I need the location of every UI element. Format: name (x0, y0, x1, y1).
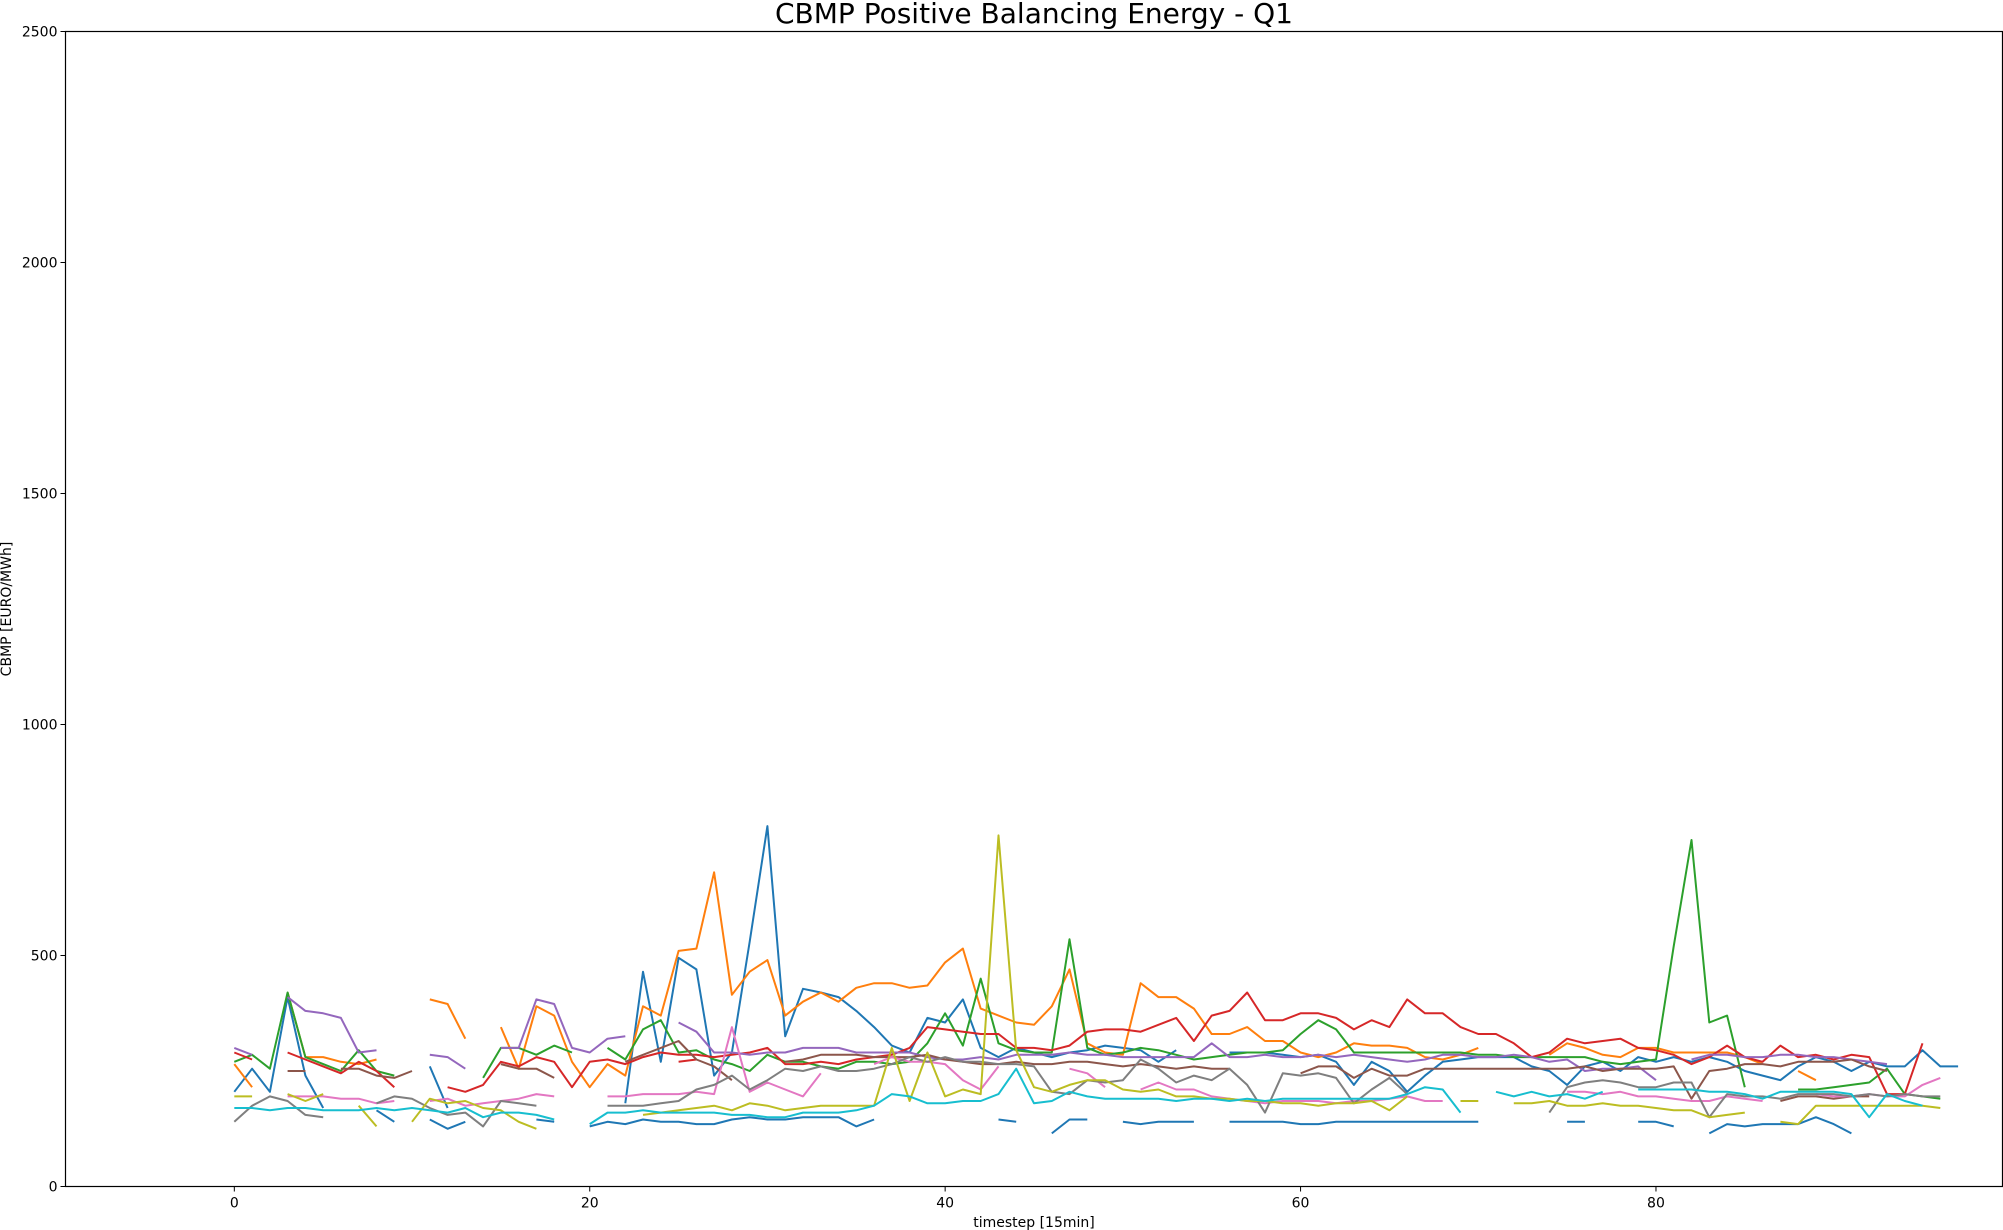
y-tick-label: 500 (31, 949, 58, 965)
chart-title: CBMP Positive Balancing Energy - Q1 (775, 0, 1293, 30)
x-tick-label: 40 (936, 1196, 954, 1212)
series-line-11 (287, 1026, 1941, 1107)
plot-frame (64, 30, 2003, 1188)
series-line-0 (233, 825, 1959, 1123)
y-tick-label: 1500 (22, 487, 58, 503)
x-tick-label: 0 (230, 1196, 239, 1212)
y-axis-label: CBMP [EURO/MWh] (0, 542, 15, 677)
y-tick-label: 2000 (22, 256, 58, 272)
series-line-13 (234, 834, 1941, 1130)
series-line-12 (233, 1056, 1941, 1128)
series-line-5 (233, 991, 1924, 1096)
series-line-7 (233, 996, 1657, 1081)
y-tick-label: 0 (49, 1180, 58, 1196)
x-axis: 0 20 40 60 80 (230, 1186, 1665, 1212)
plot-lines (233, 825, 1959, 1135)
y-axis: 0 500 1000 1500 2000 2500 (22, 25, 66, 1196)
series-line-14 (234, 1067, 1923, 1125)
series-line-1 (429, 1116, 1852, 1135)
series-line-3 (233, 839, 1746, 1088)
x-axis-label: timestep [15min] (973, 1215, 1095, 1230)
series-line-9 (287, 1040, 1888, 1100)
series-line-6 (678, 1058, 697, 1063)
x-tick-label: 60 (1292, 1196, 1310, 1212)
x-tick-label: 80 (1647, 1196, 1665, 1212)
x-tick-label: 20 (581, 1196, 599, 1212)
y-tick-label: 2500 (22, 25, 58, 41)
y-tick-label: 1000 (22, 718, 58, 734)
